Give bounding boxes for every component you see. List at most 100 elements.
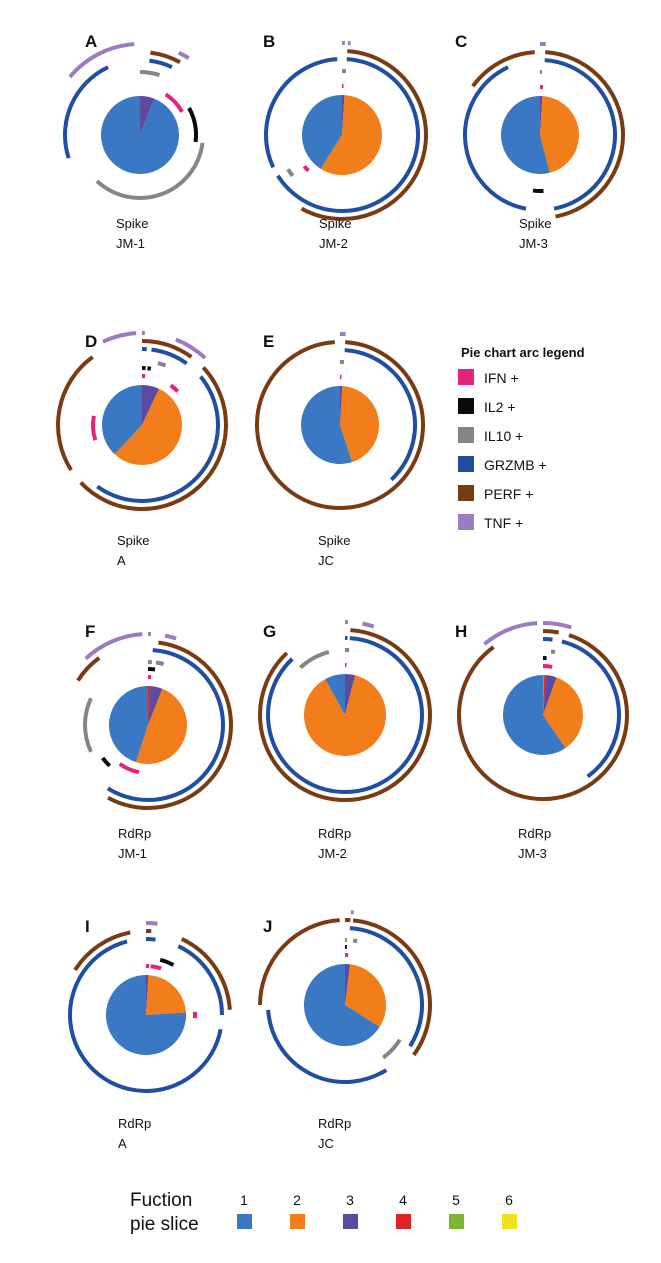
- pie-slice-function-1: [325, 674, 345, 715]
- panel-caption-line1: Spike: [318, 533, 351, 548]
- arc-il10: [143, 70, 161, 77]
- arc-perf: [258, 628, 432, 802]
- panel-caption-line2: JM-1: [118, 846, 147, 861]
- panel-e: E Spike JC: [255, 332, 425, 568]
- arc-grzmb: [96, 375, 220, 503]
- pie-slice-function-1: [501, 96, 550, 175]
- arc-ifn: [169, 383, 180, 393]
- pie-slice-function-2: [135, 688, 187, 764]
- arc-ifn: [542, 664, 553, 669]
- function-legend-number: 2: [293, 1192, 301, 1208]
- pie-slice-function-2: [340, 386, 379, 463]
- pie-slice-function-3: [340, 386, 343, 425]
- arc-grzmb: [463, 65, 527, 211]
- arc-grzmb: [544, 58, 617, 211]
- arc-tnf: [164, 633, 177, 641]
- arc-perf: [73, 930, 131, 972]
- arc-tnf: [84, 632, 143, 661]
- function-legend-number: 1: [240, 1192, 248, 1208]
- arc-grzmb: [63, 65, 109, 159]
- pie-slice-function-4: [543, 675, 547, 715]
- arc-perf: [79, 366, 228, 511]
- arc-legend-label-ifn: IFN +: [484, 370, 519, 386]
- pie-slice-function-3: [146, 975, 149, 1015]
- arc-ifn: [302, 164, 310, 173]
- pie-slice-function-1: [101, 96, 180, 174]
- arc-grzmb: [106, 648, 225, 802]
- arc-ifn: [118, 762, 140, 775]
- panel-caption-line1: RdRp: [318, 826, 351, 841]
- panel-j: J RdRp JC: [258, 910, 432, 1151]
- pie-slice-function-3: [540, 96, 543, 135]
- arc-ifn: [150, 964, 162, 971]
- arc-il10: [286, 168, 295, 178]
- arc-ifn: [91, 415, 98, 441]
- arc-legend-label-il2: IL2 +: [484, 399, 516, 415]
- panel-h: H RdRp JM-3: [455, 621, 629, 861]
- function-legend: Fuction pie slice 1 2 3 4 5 6: [130, 1190, 517, 1235]
- arc-grzmb: [151, 347, 188, 366]
- arc-perf: [352, 918, 432, 1057]
- panel-caption-line2: A: [118, 1136, 127, 1151]
- arc-il10: [157, 361, 167, 368]
- pie-slice-function-1: [301, 386, 353, 465]
- arc-grzmb: [266, 1009, 388, 1084]
- panel-caption-line1: RdRp: [318, 1116, 351, 1131]
- pie-slice-function-1: [102, 385, 142, 455]
- function-legend-swatch-3: [343, 1214, 358, 1229]
- function-legend-number: 5: [452, 1192, 460, 1208]
- pie-slice-function-3: [345, 674, 356, 715]
- arc-il10: [550, 649, 556, 655]
- arc-grzmb: [68, 939, 223, 1093]
- arc-legend-label-perf: PERF +: [484, 486, 533, 502]
- pie-slice-function-2: [304, 675, 386, 756]
- arc-il2: [159, 957, 175, 967]
- arc-tnf: [145, 921, 158, 926]
- arc-grzmb: [266, 636, 424, 794]
- pie-slice-function-3: [342, 95, 345, 135]
- panel-caption-line2: JC: [318, 553, 334, 568]
- pie-slice-function-3: [345, 964, 351, 1005]
- panel-label: I: [85, 917, 90, 936]
- function-legend-title-line2: pie slice: [130, 1214, 199, 1235]
- arc-grzmb: [542, 637, 553, 642]
- panel-a: A Spike JM-1: [63, 32, 205, 251]
- arc-legend-label-il10: IL10 +: [484, 428, 523, 444]
- function-legend-title-line1: Fuction: [130, 1190, 192, 1211]
- arc-legend-swatch-il2: [458, 398, 474, 414]
- panel-caption-line1: Spike: [519, 216, 552, 231]
- pie-slice-function-5: [543, 675, 545, 715]
- pie-slice-function-4: [148, 686, 151, 725]
- panel-c: C Spike JM-3: [455, 32, 625, 251]
- panel-caption-line1: Spike: [319, 216, 352, 231]
- arc-perf: [300, 49, 428, 221]
- arc-tnf: [483, 621, 538, 646]
- panel-label: D: [85, 332, 97, 351]
- function-legend-swatch-4: [396, 1214, 411, 1229]
- arc-legend-swatch-ifn: [458, 369, 474, 385]
- arc-legend-swatch-tnf: [458, 514, 474, 530]
- panel-g: G RdRp JM-2: [258, 620, 432, 861]
- arc-tnf: [175, 337, 207, 360]
- arc-tnf: [101, 331, 137, 344]
- panel-label: J: [263, 917, 272, 936]
- pie-slice-function-2: [114, 388, 183, 466]
- arc-legend-swatch-grzmb: [458, 456, 474, 472]
- panels-group: A Spike JM-1 B Spike JM-2 C Spike JM-3 D Spike A E Sp…: [56, 32, 629, 1151]
- panel-caption-line2: JM-1: [116, 236, 145, 251]
- pie-slice-function-3: [142, 385, 160, 425]
- panel-caption-line2: JC: [318, 1136, 334, 1151]
- arc-il10: [95, 142, 205, 200]
- panel-caption-line1: RdRp: [118, 1116, 151, 1131]
- arc-legend-items: IFN + IL2 + IL10 + GRZMB + PERF + TNF +: [458, 369, 547, 531]
- arc-tnf: [542, 621, 573, 630]
- function-legend-swatch-5: [449, 1214, 464, 1229]
- function-legend-swatch-1: [237, 1214, 252, 1229]
- arc-il10: [381, 1038, 402, 1060]
- arc-il10: [299, 650, 330, 670]
- panel-caption-line2: JM-3: [518, 846, 547, 861]
- arc-grzmb: [264, 57, 338, 169]
- panel-caption-line1: Spike: [116, 216, 149, 231]
- pie-slice-function-1: [106, 975, 186, 1055]
